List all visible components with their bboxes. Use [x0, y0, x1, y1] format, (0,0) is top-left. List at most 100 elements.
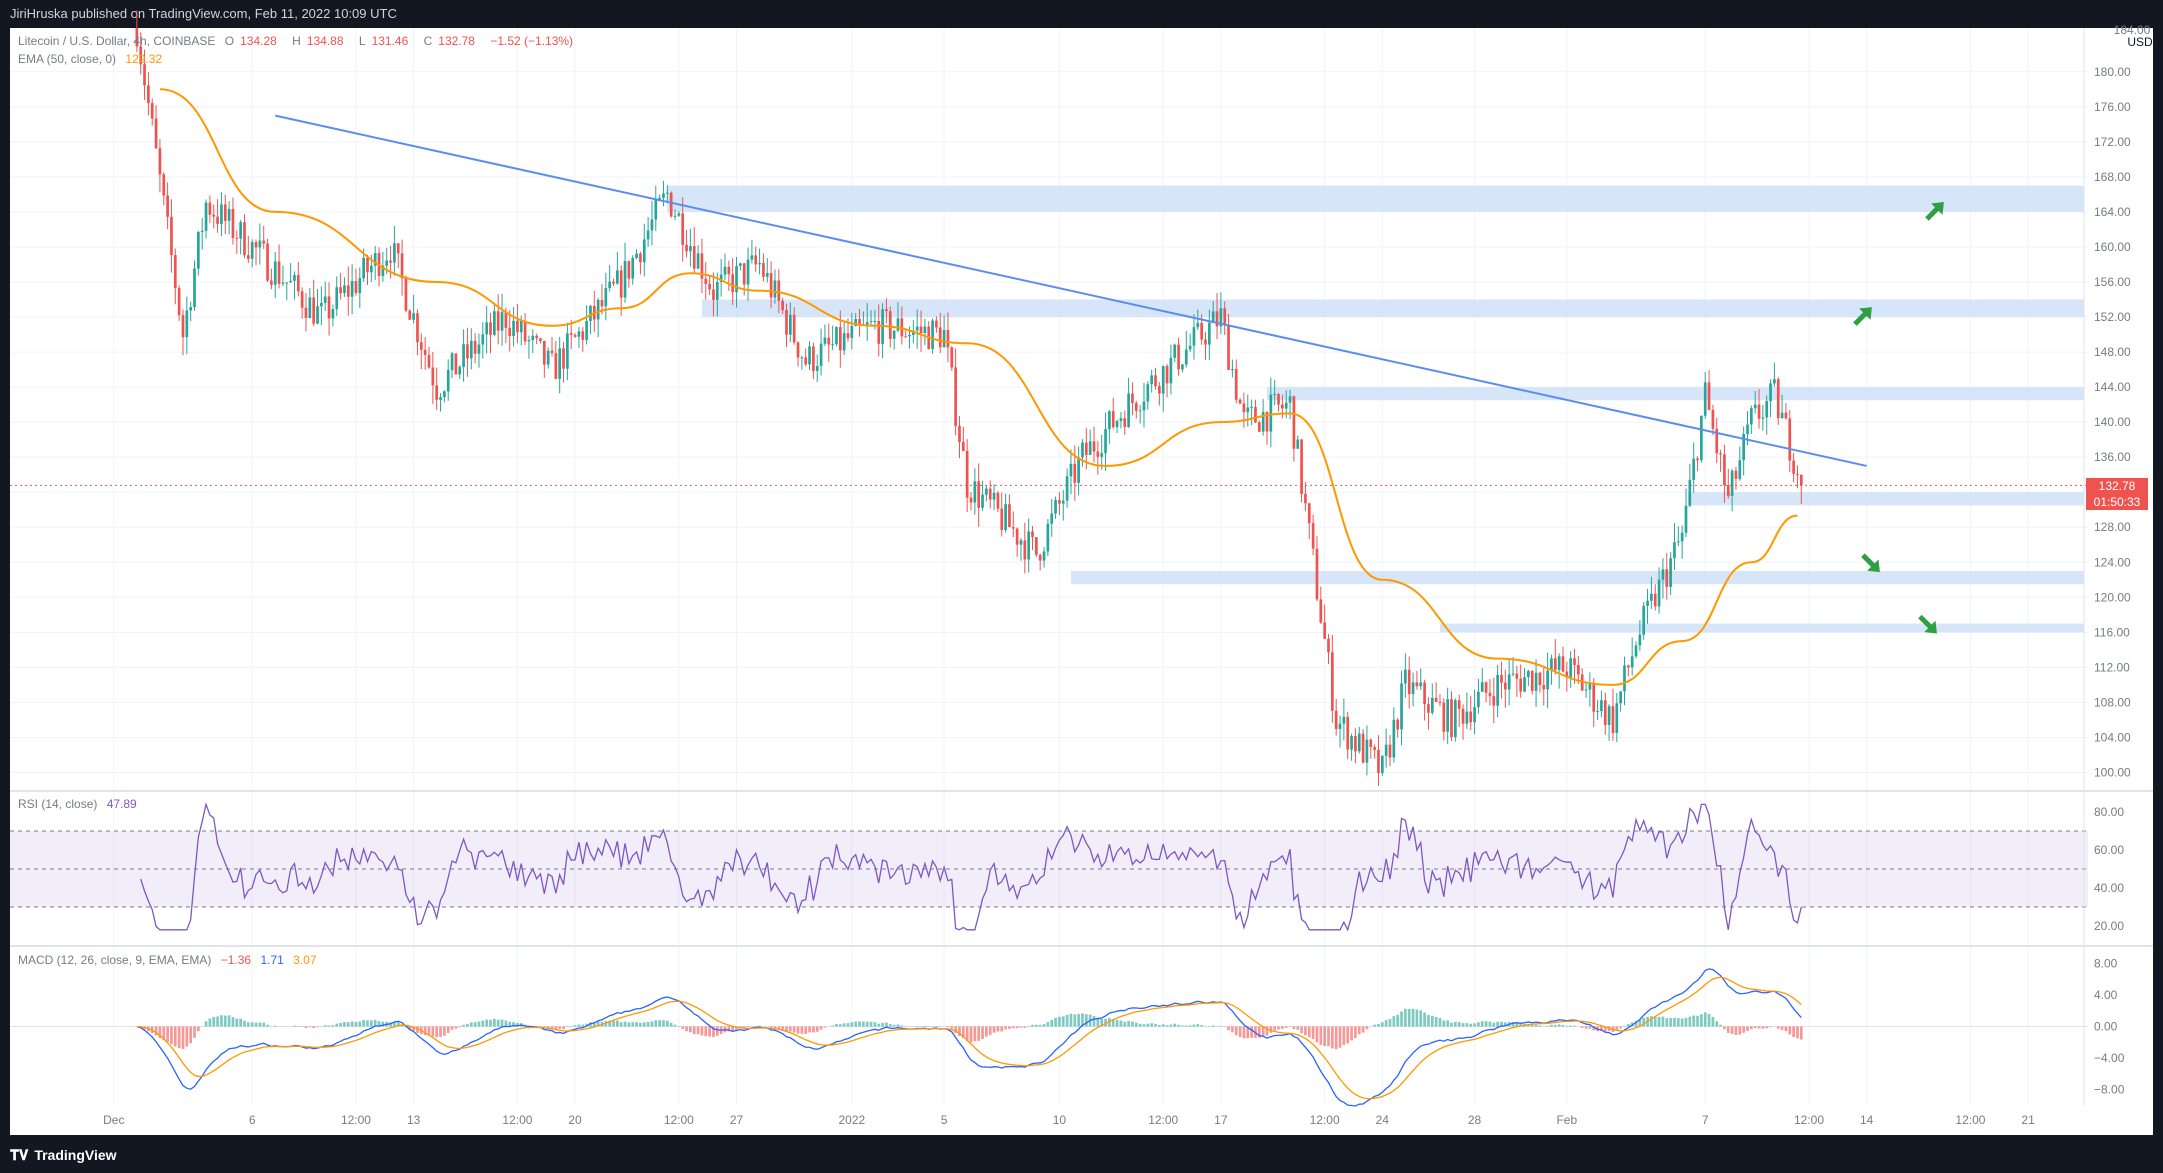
macd-histogram-bar	[819, 1026, 823, 1030]
macd-histogram-bar	[1077, 1013, 1080, 1027]
price-tick-label: 156.00	[2094, 275, 2131, 289]
candle-body	[1138, 410, 1142, 412]
macd-histogram-bar	[1446, 1020, 1450, 1027]
macd-histogram-bar	[681, 1026, 685, 1029]
candle-body	[1108, 411, 1111, 430]
macd-histogram-bar	[1334, 1026, 1338, 1050]
legend-macd[interactable]: MACD (12, 26, close, 9, EMA, EMA) −1.36 …	[18, 953, 323, 967]
macd-histogram-bar	[1530, 1024, 1534, 1027]
candle-body	[531, 335, 535, 341]
macd-histogram-bar	[1234, 1026, 1238, 1036]
macd-histogram-bar	[689, 1026, 692, 1033]
macd-histogram-bar	[696, 1026, 700, 1035]
candle-body	[1380, 755, 1384, 774]
macd-histogram-bar	[362, 1020, 365, 1027]
macd-histogram-bar	[800, 1026, 804, 1034]
time-tick-label: 17	[1214, 1113, 1228, 1127]
candle-body	[446, 370, 450, 392]
candle-body	[996, 492, 1000, 509]
candle-body	[1323, 622, 1326, 639]
candle-body	[1073, 463, 1077, 483]
footer-brand[interactable]: 𝐓𝐕 TradingView	[10, 1137, 117, 1173]
candle-body	[1430, 697, 1434, 713]
legend-rsi[interactable]: RSI (14, close) 47.89	[18, 797, 143, 811]
legend-high: 134.88	[306, 34, 344, 48]
time-tick-label: 20	[568, 1113, 582, 1127]
candle-body	[723, 266, 727, 275]
macd-histogram-bar	[1561, 1025, 1565, 1027]
price-tick-label: 172.00	[2094, 135, 2131, 149]
macd-histogram-bar	[1265, 1026, 1269, 1036]
candle-body	[1204, 339, 1207, 345]
macd-histogram-bar	[1330, 1026, 1334, 1049]
time-tick-label: 12:00	[1310, 1113, 1340, 1127]
candle-body	[408, 310, 412, 320]
macd-histogram-bar	[981, 1026, 984, 1039]
macd-histogram-bar	[1042, 1024, 1046, 1027]
macd-histogram-bar	[1238, 1026, 1242, 1038]
candle-body	[573, 335, 577, 337]
candle-body	[977, 481, 981, 508]
macd-histogram-bar	[158, 1026, 162, 1039]
candle-body	[385, 260, 389, 266]
macd-histogram-bar	[1784, 1026, 1788, 1032]
macd-histogram-bar	[1061, 1016, 1065, 1027]
macd-histogram-bar	[1192, 1024, 1196, 1027]
macd-histogram-bar	[812, 1026, 815, 1033]
candle-body	[1246, 407, 1250, 413]
candle-body	[1511, 673, 1515, 675]
macd-histogram-bar	[858, 1021, 861, 1027]
macd-histogram-bar	[1492, 1022, 1496, 1027]
candle-body	[508, 327, 512, 336]
candle-body	[915, 326, 919, 331]
candle-body	[177, 288, 181, 316]
candle-body	[1288, 396, 1292, 403]
macd-histogram-bar	[1511, 1022, 1515, 1027]
macd-histogram-bar	[1450, 1022, 1453, 1027]
macd-histogram-bar	[1638, 1019, 1642, 1027]
candle-body	[1046, 523, 1050, 552]
macd-histogram-bar	[408, 1026, 412, 1030]
candle-body	[1065, 476, 1069, 501]
macd-histogram-bar	[1461, 1023, 1465, 1027]
candle-body	[1488, 692, 1492, 697]
macd-histogram-bar	[1323, 1026, 1326, 1047]
macd-histogram-bar	[1619, 1026, 1622, 1029]
candle-body	[239, 222, 242, 239]
candle-body	[639, 253, 642, 263]
macd-histogram-bar	[1423, 1012, 1426, 1027]
legend-symbol[interactable]: Litecoin / U.S. Dollar, 4h, COINBASE	[18, 34, 216, 48]
candle-body	[1661, 569, 1665, 580]
legend-low: 131.46	[371, 34, 409, 48]
candle-body	[1454, 700, 1457, 738]
candle-body	[231, 208, 235, 238]
candle-body	[354, 281, 358, 294]
candle-body	[366, 257, 369, 273]
candle-body	[1292, 396, 1296, 449]
candle-body	[1123, 418, 1127, 427]
macd-histogram-bar	[1008, 1026, 1011, 1029]
candle-body	[1100, 453, 1104, 457]
price-tick-label: 152.00	[2094, 310, 2131, 324]
rsi-line	[140, 802, 1802, 932]
candle-body	[1626, 665, 1630, 668]
price-tick-label: 164.00	[2094, 205, 2131, 219]
rsi-tick-label: 80.00	[2094, 805, 2124, 819]
candle-body	[842, 333, 846, 351]
macd-histogram-bar	[1104, 1018, 1107, 1027]
macd-histogram-bar	[1281, 1026, 1284, 1029]
macd-histogram-bar	[1250, 1026, 1253, 1038]
macd-histogram-bar	[1108, 1018, 1111, 1027]
macd-histogram-bar	[1680, 1018, 1684, 1027]
candle-body	[396, 243, 400, 254]
macd-histogram-bar	[927, 1026, 931, 1028]
candle-body	[1231, 369, 1234, 371]
legend-ema[interactable]: EMA (50, close, 0) 129.32	[18, 52, 168, 66]
candle-body	[423, 349, 427, 355]
macd-histogram-bar	[1231, 1026, 1234, 1033]
macd-histogram-bar	[1161, 1024, 1165, 1027]
macd-histogram-bar	[996, 1026, 1000, 1032]
price-tick-label: 108.00	[2094, 695, 2131, 709]
candle-body	[496, 311, 500, 331]
